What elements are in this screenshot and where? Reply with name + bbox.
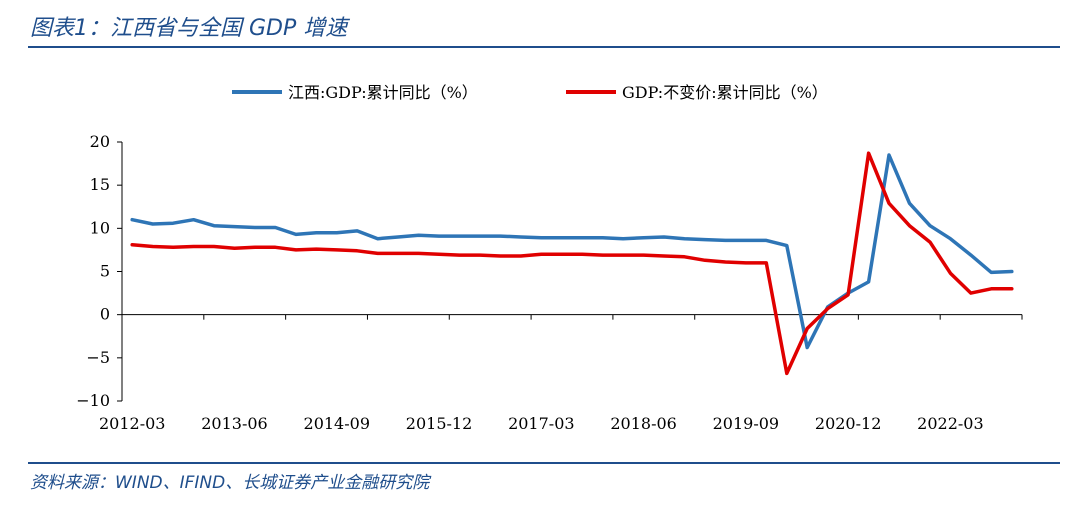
top-rule xyxy=(28,46,1060,48)
figure-title: 图表1：江西省与全国 GDP 增速 xyxy=(30,16,348,41)
x-tick-label: 2015-12 xyxy=(406,414,472,433)
source-note: 资料来源：WIND、IFIND、长城证券产业金融研究院 xyxy=(30,473,430,493)
x-tick-label: 2014-09 xyxy=(304,414,370,433)
series-line-1 xyxy=(130,153,1014,350)
y-tick-label: 0 xyxy=(100,305,110,324)
y-tick-label: −5 xyxy=(86,348,110,367)
series-line-2 xyxy=(130,151,1014,376)
line-chart: 江西:GDP:累计同比（%） GDP:不变价:累计同比（%） 20 15 10 5 0 −5… xyxy=(76,83,1023,433)
x-tick-label: 2012-03 xyxy=(99,414,165,433)
y-tick-label: 5 xyxy=(100,262,110,281)
legend-label-2: GDP:不变价:累计同比（%） xyxy=(622,83,828,102)
x-tick-label: 2017-03 xyxy=(508,414,574,433)
bottom-rule xyxy=(28,462,1060,464)
x-tick-label: 2018-06 xyxy=(610,414,676,433)
legend-label-1: 江西:GDP:累计同比（%） xyxy=(288,83,478,102)
x-tick-label: 2022-03 xyxy=(917,414,983,433)
chart-axes: 20 15 10 5 0 −5 −10 2012-03 2013-06 2014-09 2015-1… xyxy=(76,132,1023,433)
x-tick-label: 2013-06 xyxy=(201,414,267,433)
x-tick-label: 2020-12 xyxy=(815,414,881,433)
y-tick-label: −10 xyxy=(76,391,110,410)
y-tick-label: 10 xyxy=(90,218,110,237)
x-tick-label: 2019-09 xyxy=(713,414,779,433)
chart-legend: 江西:GDP:累计同比（%） GDP:不变价:累计同比（%） xyxy=(232,83,828,102)
y-tick-label: 20 xyxy=(90,132,110,151)
chart-series xyxy=(130,151,1014,376)
y-tick-label: 15 xyxy=(90,175,110,194)
